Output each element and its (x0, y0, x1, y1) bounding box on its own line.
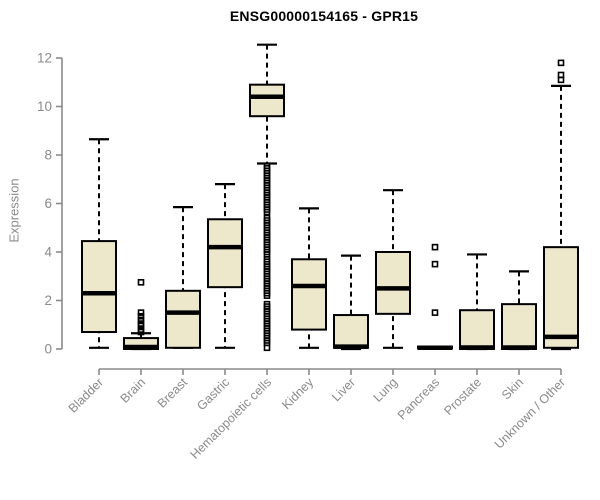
y-tick-label-4: 4 (44, 245, 52, 260)
box-skin (501, 303, 537, 351)
outlier-brain (137, 316, 145, 324)
x-tick-label-hematopoietic-cells: Hematopoietic cells (188, 375, 275, 462)
box-gastric (207, 218, 243, 289)
outlier-brain (137, 320, 145, 327)
box-bladder (81, 240, 117, 334)
y-tick-label-0: 0 (44, 342, 52, 357)
x-tick-label-skin: Skin (499, 375, 526, 402)
x-tick-label-prostate: Prostate (441, 375, 484, 418)
box-prostate (459, 309, 495, 351)
y-tick-label-6: 6 (44, 196, 52, 211)
box-unknown-other (543, 246, 579, 349)
outlier-hematopoietic-cells (263, 344, 271, 352)
x-tick-label-lung: Lung (371, 375, 401, 405)
outlier-pancreas (431, 309, 439, 316)
outlier-brain (137, 312, 145, 320)
outlier-brain (137, 279, 145, 286)
x-tick-label-unknown-other: Unknown / Other (492, 375, 568, 451)
outlier-hematopoietic-cells (263, 208, 271, 216)
x-tick-label-liver: Liver (329, 375, 358, 404)
x-tick-label-bladder: Bladder (66, 375, 106, 415)
y-axis-label: Expression (6, 178, 22, 243)
box-lung (375, 251, 411, 315)
x-tick-label-breast: Breast (155, 375, 191, 411)
outlier-hematopoietic-cells (263, 292, 271, 299)
outlier-unknown-other (557, 71, 565, 79)
chart-title: ENSG00000154165 - GPR15 (229, 8, 419, 24)
x-tick-label-kidney: Kidney (279, 375, 316, 412)
outlier-brain (137, 326, 145, 333)
outlier-brain (137, 309, 145, 316)
outlier-unknown-other (557, 59, 565, 67)
outlier-pancreas (431, 243, 439, 251)
x-tick-label-brain: Brain (118, 375, 149, 406)
box-kidney (291, 258, 327, 331)
box-liver (333, 314, 369, 349)
x-tick-label-gastric: Gastric (194, 375, 232, 413)
x-tick-label-pancreas: Pancreas (395, 375, 442, 422)
box-breast (165, 289, 201, 349)
y-tick-label-8: 8 (44, 148, 52, 163)
y-tick-label-2: 2 (44, 293, 52, 308)
outlier-pancreas (431, 260, 439, 268)
y-tick-label-12: 12 (37, 51, 52, 66)
box-hematopoietic-cells (249, 83, 285, 118)
y-tick-label-10: 10 (37, 99, 52, 114)
